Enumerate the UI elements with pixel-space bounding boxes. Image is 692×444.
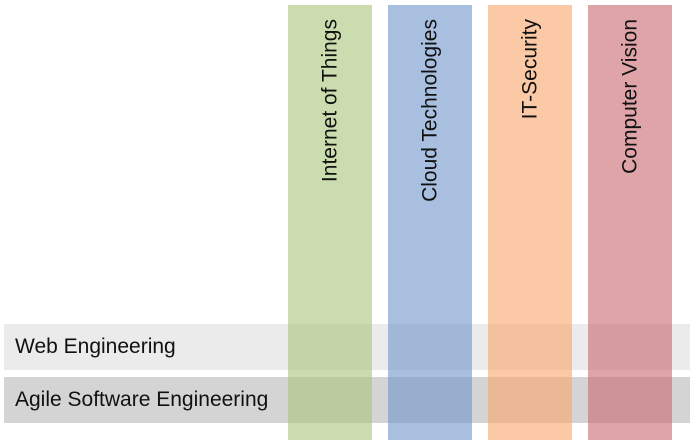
column-it-security [488,5,572,440]
column-label-it-security: IT-Security [488,5,572,205]
column-computer-vision [588,5,672,440]
column-label: IT-Security [518,19,542,120]
column-label-internet-of-things: Internet of Things [288,5,372,205]
column-label-cloud-technologies: Cloud Technologies [388,5,472,205]
row-label: Agile Software Engineering [15,388,269,411]
column-cloud-technologies [388,5,472,440]
column-label-computer-vision: Computer Vision [588,5,672,205]
column-internet-of-things [288,5,372,440]
column-label: Cloud Technologies [418,19,442,202]
column-label: Internet of Things [318,19,342,183]
column-label: Computer Vision [618,19,642,174]
row-label: Web Engineering [15,335,176,358]
